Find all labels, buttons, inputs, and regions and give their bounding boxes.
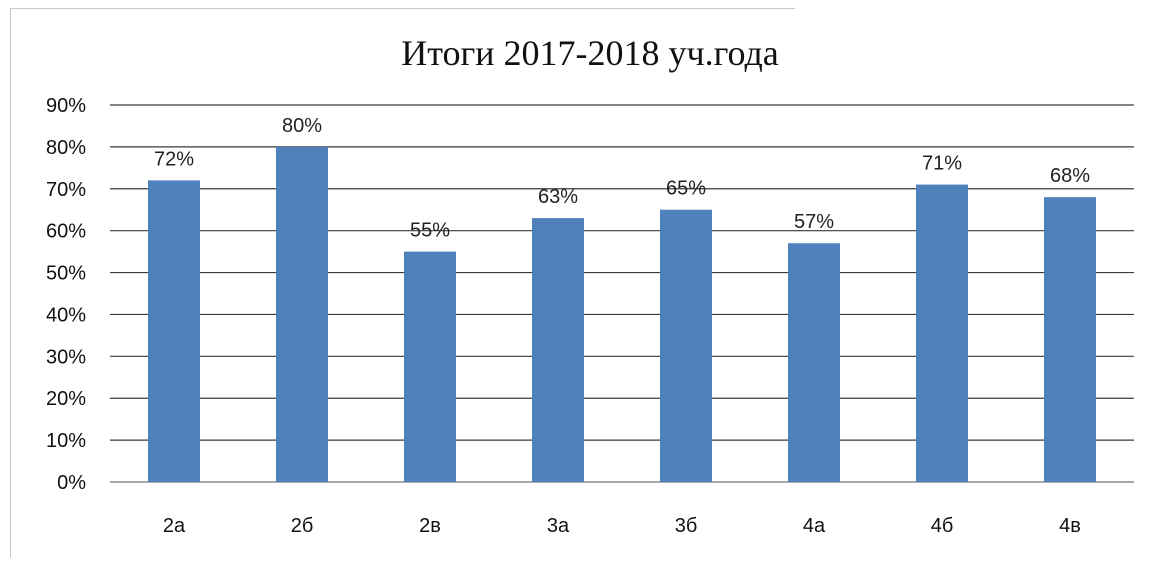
x-tick-label: 2а	[163, 515, 186, 537]
data-label: 63%	[538, 186, 578, 208]
gridlines	[110, 104, 1134, 483]
x-tick-label: 2в	[419, 515, 441, 537]
bar	[532, 218, 584, 482]
y-tick-label: 40%	[46, 304, 86, 326]
bar	[1044, 197, 1096, 482]
x-tick-label: 3а	[547, 515, 570, 537]
chart-title: Итоги 2017-2018 уч.года	[401, 33, 779, 73]
chart-frame-left-border	[10, 8, 11, 558]
x-tick-label: 4в	[1059, 515, 1081, 537]
data-label: 72%	[154, 148, 194, 170]
data-label: 68%	[1050, 165, 1090, 187]
x-tick-label: 3б	[675, 515, 698, 537]
y-axis-tick-labels: 0% 10% 20% 30% 40% 50% 60% 70% 80% 90%	[46, 95, 86, 494]
bar	[788, 243, 840, 482]
bars	[148, 146, 1096, 483]
bar	[404, 251, 456, 482]
x-tick-label: 4б	[931, 515, 954, 537]
x-axis-tick-labels: 2а 2б 2в 3а 3б 4а 4б 4в	[163, 515, 1081, 537]
data-labels: 72% 80% 55% 63% 65% 57% 71% 68%	[154, 115, 1090, 242]
data-label: 57%	[794, 211, 834, 233]
y-tick-label: 20%	[46, 388, 86, 410]
y-tick-label: 80%	[46, 137, 86, 159]
x-tick-label: 2б	[291, 515, 314, 537]
y-tick-label: 70%	[46, 179, 86, 201]
bar	[916, 184, 968, 483]
data-label: 65%	[666, 178, 706, 200]
bar	[148, 180, 200, 482]
x-tick-label: 4а	[803, 515, 826, 537]
bar	[276, 146, 328, 482]
data-label: 71%	[922, 153, 962, 175]
y-tick-label: 0%	[57, 472, 86, 494]
data-label: 80%	[282, 115, 322, 137]
y-tick-label: 50%	[46, 263, 86, 285]
y-tick-label: 90%	[46, 95, 86, 117]
bar	[660, 209, 712, 482]
data-label: 55%	[410, 220, 450, 242]
chart-frame-top-border	[10, 8, 795, 9]
y-tick-label: 10%	[46, 430, 86, 452]
y-tick-label: 30%	[46, 346, 86, 368]
y-tick-label: 60%	[46, 221, 86, 243]
